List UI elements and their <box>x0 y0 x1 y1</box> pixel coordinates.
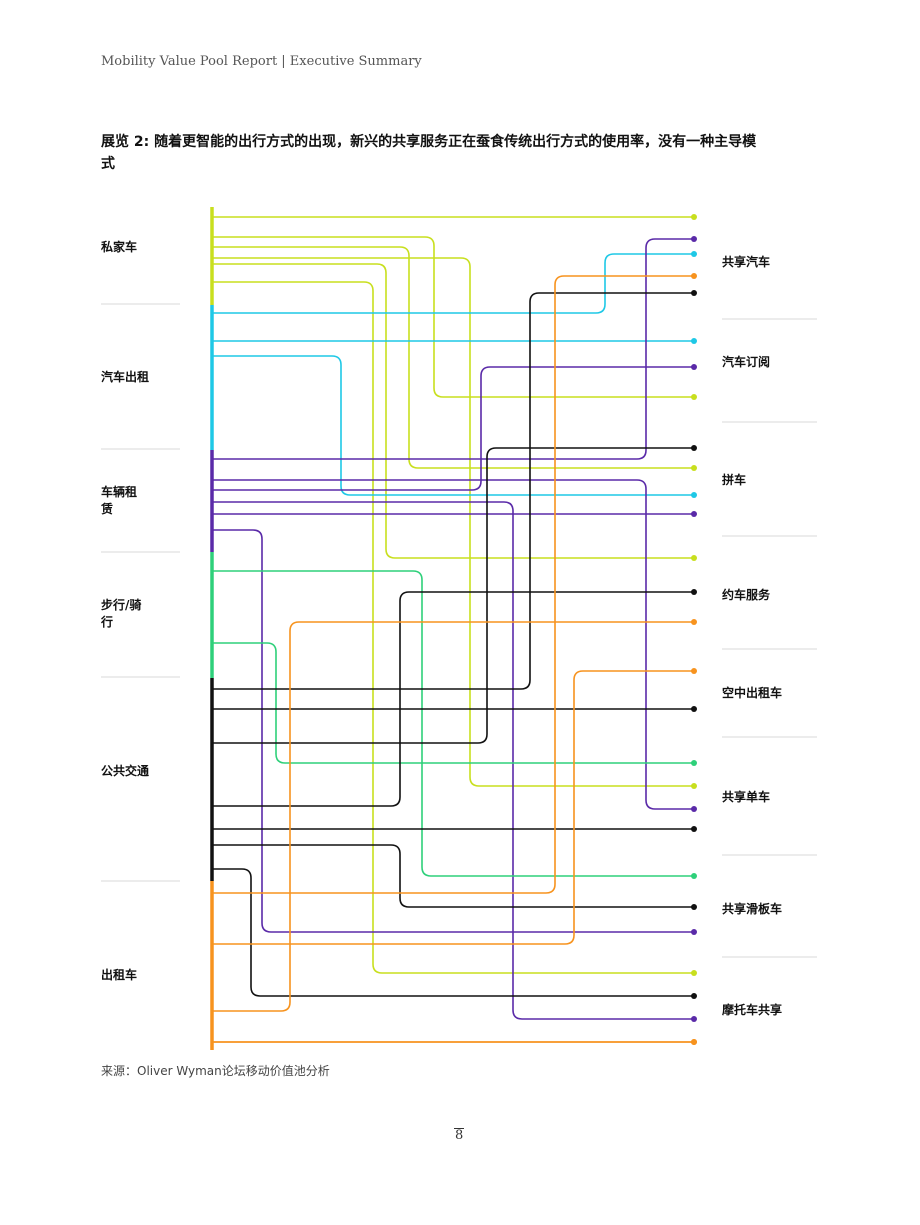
flow-end-dot <box>691 589 697 595</box>
flow-line-car_rental-to-moto_sharing <box>212 501 694 1020</box>
flow-line-public_transit-to-moto_sharing <box>212 868 694 997</box>
flow-end-dot <box>691 364 697 370</box>
source-label-public_transit: 公共交通 <box>101 763 149 778</box>
flow-line-walk_bike-to-bike_sharing <box>212 642 694 764</box>
source-label-car_rental: 赁 <box>100 501 113 516</box>
flow-end-dot <box>691 826 697 832</box>
target-label-car_sharing: 共享汽车 <box>722 254 770 269</box>
flow-end-dot <box>691 993 697 999</box>
flow-line-public_transit-to-ride_hailing <box>212 591 694 807</box>
flow-end-dot <box>691 290 697 296</box>
flow-line-taxi-to-air_taxi <box>212 670 694 945</box>
flow-line-public_transit-to-car_sharing <box>212 292 694 690</box>
flow-end-dot <box>691 236 697 242</box>
target-label-scooter_sharing: 共享滑板车 <box>722 901 782 916</box>
flow-line-car_rental-to-scooter_sharing <box>212 529 694 933</box>
flow-end-dot <box>691 394 697 400</box>
flow-line-private_car-to-car_subscription <box>212 236 694 398</box>
flow-line-car_hailing-to-car_sharing <box>212 253 694 314</box>
target-label-air_taxi: 空中出租车 <box>722 685 782 700</box>
source-label-walk_bike: 步行/骑 <box>101 597 141 612</box>
flow-end-dot <box>691 511 697 517</box>
flow-line-private_car-to-ride_hailing <box>212 263 694 559</box>
flow-end-dot <box>691 904 697 910</box>
target-label-car_subscription: 汽车订阅 <box>722 354 770 369</box>
flow-line-private_car-to-moto_sharing <box>212 281 694 974</box>
flow-end-dot <box>691 783 697 789</box>
source-note: 来源：Oliver Wyman论坛移动价值池分析 <box>101 1064 330 1078</box>
flow-end-dot <box>691 706 697 712</box>
flow-line-private_car-to-bike_sharing <box>212 257 694 787</box>
source-label-car_rental: 车辆租 <box>101 484 137 499</box>
flow-line-car_rental-to-car_sharing <box>212 238 694 460</box>
flow-end-dot <box>691 445 697 451</box>
flow-line-taxi-to-car_sharing <box>212 275 694 894</box>
flow-end-dot <box>691 338 697 344</box>
flow-line-walk_bike-to-scooter_sharing <box>212 570 694 877</box>
flow-end-dot <box>691 873 697 879</box>
target-label-bike_sharing: 共享单车 <box>722 789 770 804</box>
flow-line-car_rental-to-car_subscription <box>212 366 694 491</box>
flow-line-car_hailing-to-carpool <box>212 355 694 496</box>
flow-end-dot <box>691 1016 697 1022</box>
page-number: 8 <box>454 1128 465 1143</box>
target-label-ride_hailing: 约车服务 <box>722 587 771 602</box>
flow-line-public_transit-to-scooter_sharing <box>212 844 694 908</box>
report-header: Mobility Value Pool Report | Executive S… <box>101 54 422 69</box>
source-label-walk_bike: 行 <box>100 614 113 629</box>
exhibit-title: 展览 2: 随着更智能的出行方式的出现，新兴的共享服务正在蚕食传统出行方式的使用… <box>101 134 757 172</box>
source-label-car_hailing: 汽车出租 <box>101 369 149 384</box>
flow-end-dot <box>691 214 697 220</box>
flow-end-dot <box>691 806 697 812</box>
source-label-private_car: 私家车 <box>100 239 137 254</box>
flow-end-dot <box>691 929 697 935</box>
flow-end-dot <box>691 555 697 561</box>
flow-end-dot <box>691 465 697 471</box>
flow-end-dot <box>691 1039 697 1045</box>
flow-line-public_transit-to-carpool <box>212 447 694 744</box>
flow-end-dot <box>691 619 697 625</box>
source-label-taxi: 出租车 <box>101 967 137 982</box>
flow-line-private_car-to-carpool <box>212 246 694 469</box>
flow-end-dot <box>691 668 697 674</box>
target-label-moto_sharing: 摩托车共享 <box>722 1002 782 1017</box>
flow-end-dot <box>691 970 697 976</box>
flow-line-taxi-to-ride_hailing <box>212 621 694 1012</box>
flow-end-dot <box>691 251 697 257</box>
flow-end-dot <box>691 273 697 279</box>
flow-line-car_rental-to-bike_sharing <box>212 479 694 810</box>
target-label-carpool: 拼车 <box>722 472 746 487</box>
flow-end-dot <box>691 760 697 766</box>
flow-end-dot <box>691 492 697 498</box>
